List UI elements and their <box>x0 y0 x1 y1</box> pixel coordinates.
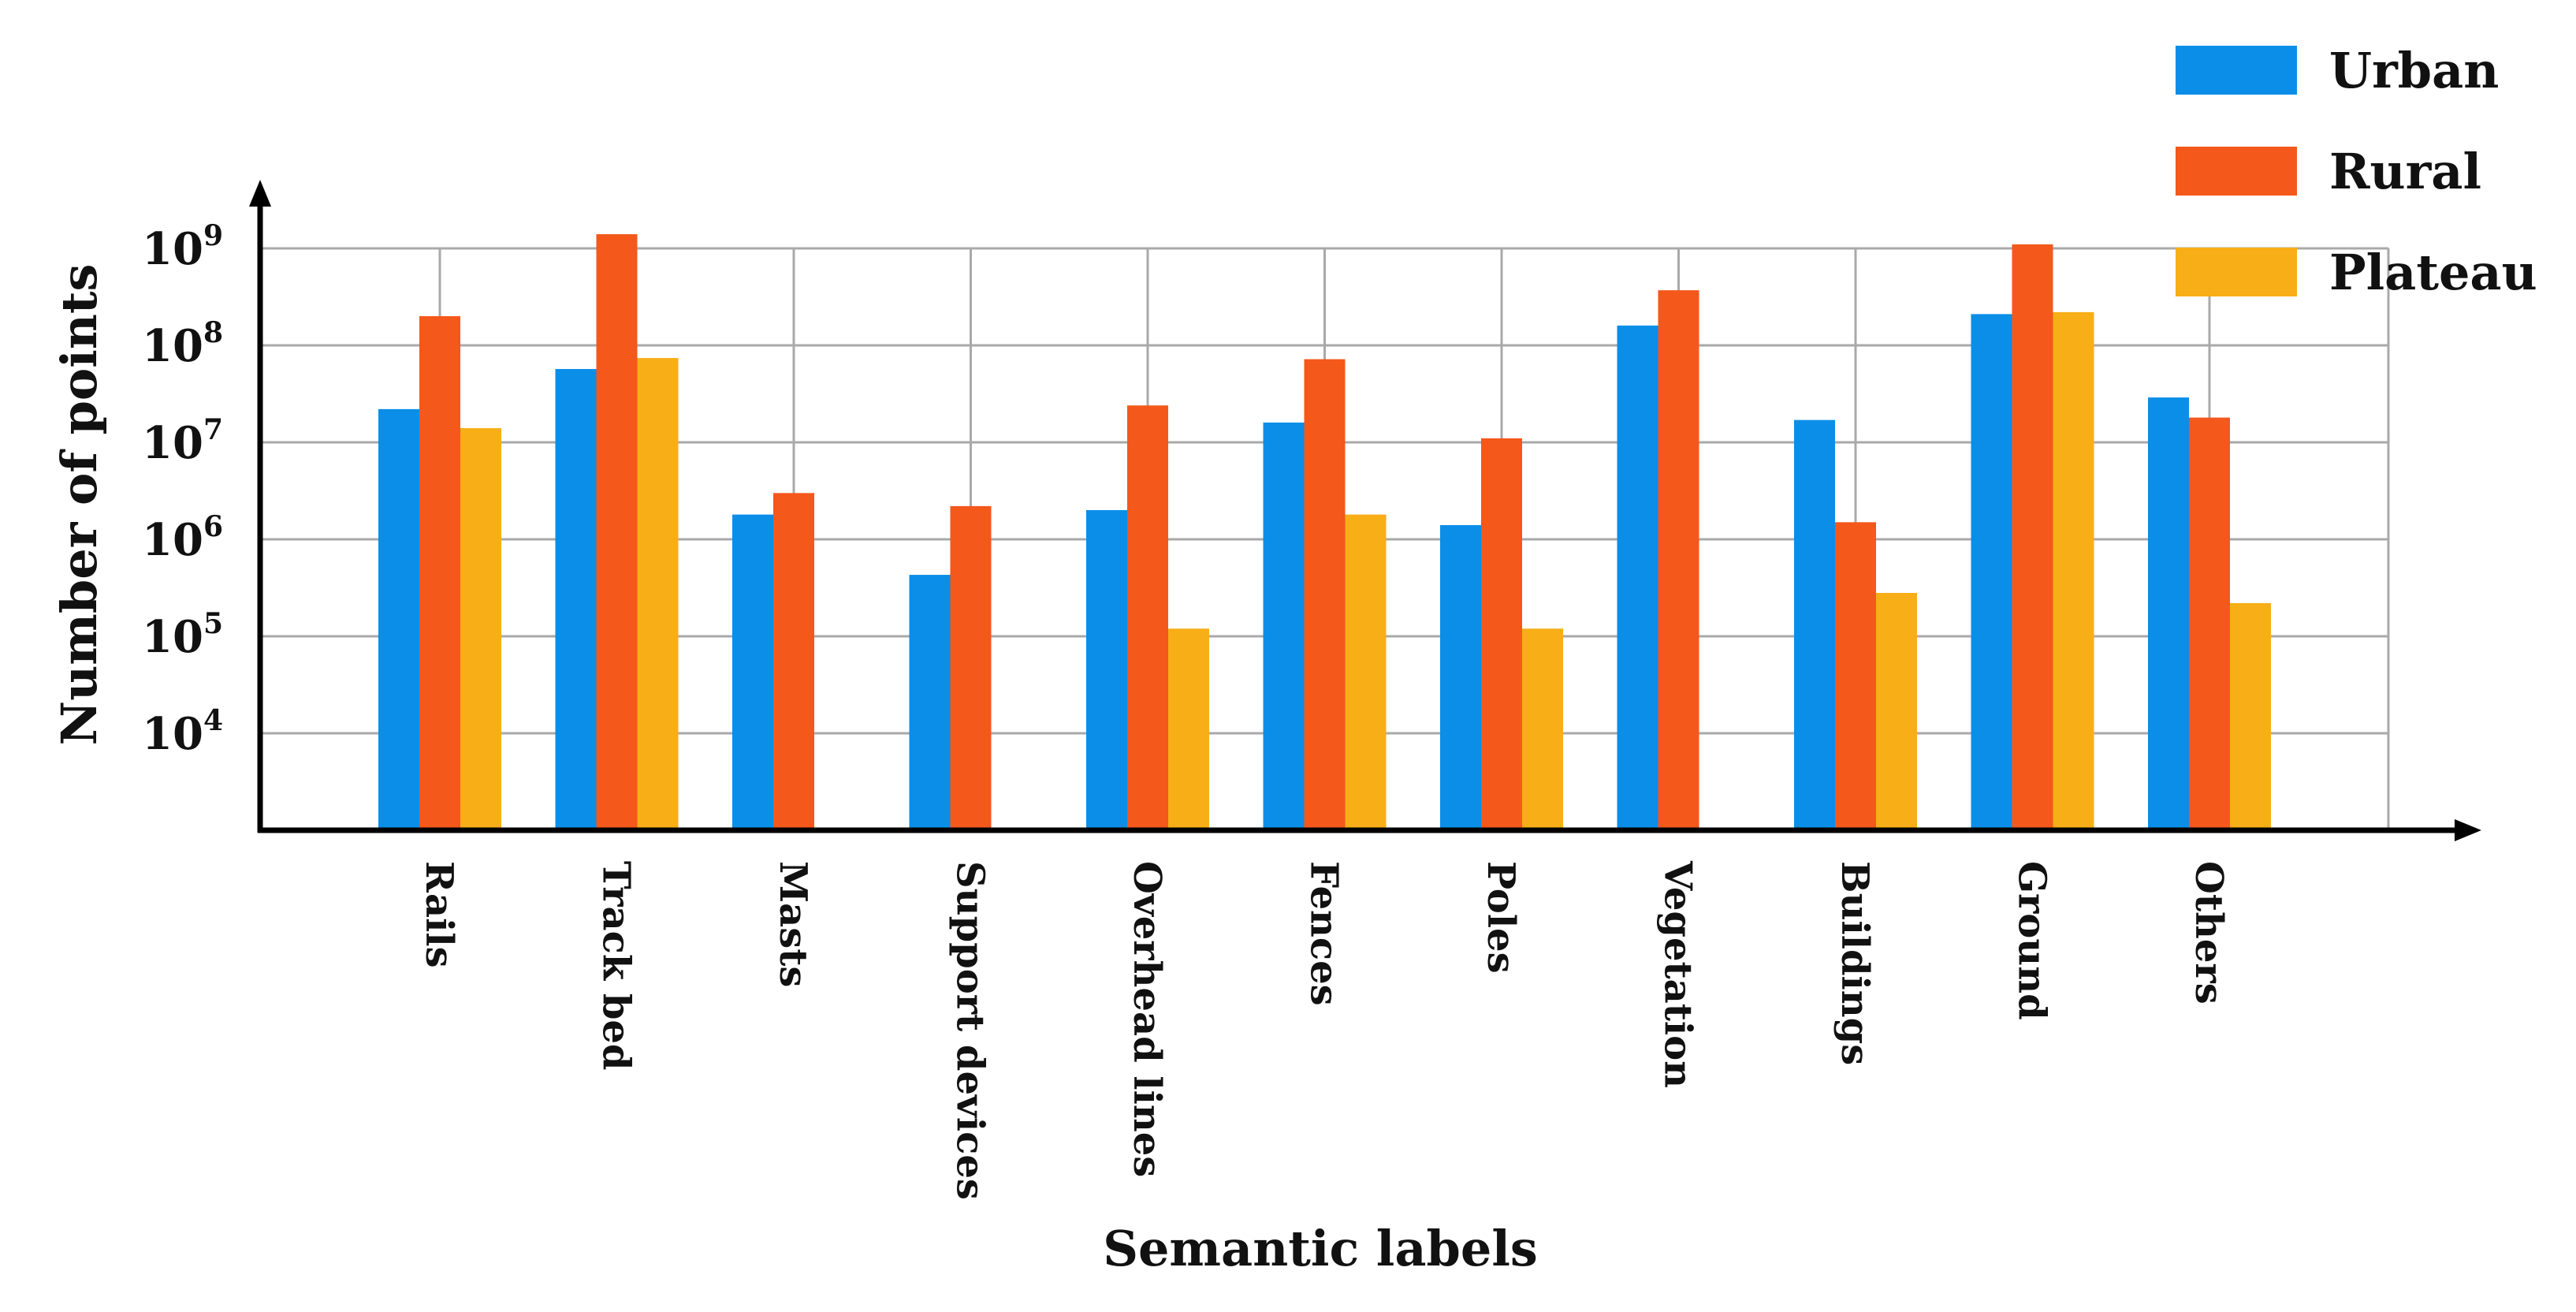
x-tick-label: Masts <box>771 861 815 987</box>
bar-urban-rails <box>378 408 419 830</box>
legend: Urban Rural Plateau <box>2176 42 2537 301</box>
legend-label-urban: Urban <box>2329 42 2499 99</box>
bar-urban-track-bed <box>555 369 597 830</box>
x-tick-label: Buildings <box>1833 861 1877 1065</box>
bar-plateau-others <box>2230 602 2271 830</box>
bar-urban-poles <box>1440 525 1481 830</box>
bar-plateau-rails <box>460 428 501 830</box>
x-tick-label: Fences <box>1302 861 1346 1006</box>
x-axis-title: Semantic labels <box>1103 1220 1538 1277</box>
bar-rural-masts <box>773 493 814 830</box>
x-tick-label: Poles <box>1479 861 1523 974</box>
bar-rural-rails <box>419 315 460 831</box>
bar-plateau-overhead-lines <box>1168 628 1209 830</box>
bar-rural-overhead-lines <box>1127 405 1168 830</box>
bar-urban-masts <box>732 514 773 830</box>
y-tick-label: 106 <box>142 510 223 566</box>
bar-rural-poles <box>1481 438 1522 830</box>
axes <box>249 180 2481 841</box>
x-axis-arrow <box>2455 819 2481 841</box>
bar-plateau-buildings <box>1876 592 1917 830</box>
y-tick-labels: 104 105 106 107 108 109 <box>142 219 223 760</box>
legend-label-rural: Rural <box>2329 143 2481 200</box>
x-tick-label: Track bed <box>594 861 638 1070</box>
bar-rural-vegetation <box>1658 290 1699 830</box>
x-tick-label: Ground <box>2010 861 2054 1020</box>
y-axis-title: Number of points <box>50 264 108 746</box>
y-tick-label: 108 <box>142 316 223 372</box>
bar-urban-support-devices <box>909 575 951 830</box>
bar-urban-others <box>2148 397 2189 830</box>
legend-swatch-urban <box>2176 46 2297 95</box>
bar-rural-buildings <box>1835 522 1876 830</box>
bar-urban-vegetation <box>1617 325 1658 830</box>
bar-rural-others <box>2189 417 2230 830</box>
x-tick-label: Support devices <box>948 861 992 1200</box>
bar-plateau-fences <box>1345 514 1387 830</box>
legend-swatch-plateau <box>2176 248 2297 296</box>
bar-urban-fences <box>1263 422 1305 830</box>
y-tick-label: 107 <box>142 413 223 469</box>
legend-swatch-rural <box>2176 147 2297 196</box>
bar-plateau-poles <box>1522 628 1563 830</box>
y-axis-arrow <box>249 180 271 207</box>
y-tick-label: 105 <box>142 607 223 663</box>
legend-label-plateau: Plateau <box>2329 244 2537 301</box>
x-tick-label: Vegetation <box>1656 860 1700 1088</box>
bar-urban-ground <box>1971 314 2012 830</box>
bar-plateau-ground <box>2053 311 2094 830</box>
bar-rural-support-devices <box>950 505 992 830</box>
bar-rural-track-bed <box>596 234 638 830</box>
x-tick-label: Others <box>2187 861 2231 1004</box>
bar-urban-overhead-lines <box>1086 509 1127 830</box>
y-tick-label: 104 <box>142 704 223 760</box>
bars <box>378 234 2271 831</box>
bar-plateau-track-bed <box>637 358 679 831</box>
bar-rural-ground <box>2012 244 2053 830</box>
x-category-labels: Rails Track bed Masts Support devices Overhe… <box>417 860 2231 1200</box>
x-tick-label: Overhead lines <box>1125 861 1169 1177</box>
bar-rural-fences <box>1304 359 1346 830</box>
bar-urban-buildings <box>1794 419 1835 830</box>
y-tick-label: 109 <box>142 219 223 275</box>
x-tick-label: Rails <box>417 861 461 968</box>
